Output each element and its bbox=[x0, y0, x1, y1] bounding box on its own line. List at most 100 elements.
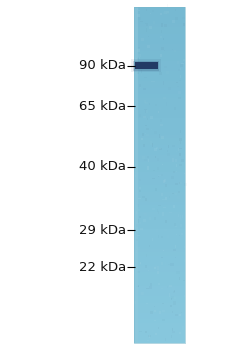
Bar bbox=[175, 183, 178, 185]
Bar bbox=[145, 110, 146, 113]
Bar bbox=[134, 7, 138, 10]
Bar bbox=[154, 148, 157, 151]
Bar bbox=[164, 50, 165, 51]
Bar bbox=[134, 236, 138, 239]
Bar bbox=[138, 54, 141, 57]
Bar bbox=[145, 125, 147, 126]
Bar bbox=[172, 145, 175, 147]
Bar bbox=[137, 209, 140, 211]
Bar bbox=[161, 174, 163, 176]
Bar bbox=[137, 7, 139, 10]
Bar bbox=[134, 296, 138, 299]
Bar bbox=[161, 236, 164, 238]
Bar bbox=[134, 68, 184, 71]
Bar bbox=[137, 247, 140, 250]
Bar bbox=[158, 158, 159, 161]
Bar bbox=[134, 296, 184, 299]
Bar bbox=[160, 63, 162, 67]
Bar bbox=[150, 311, 153, 314]
Bar bbox=[158, 175, 161, 176]
Bar bbox=[175, 193, 177, 195]
Bar bbox=[134, 279, 138, 282]
Bar bbox=[178, 69, 180, 71]
Bar bbox=[139, 216, 141, 218]
Bar bbox=[134, 51, 184, 54]
Bar bbox=[146, 9, 147, 12]
Bar bbox=[133, 61, 159, 71]
Bar bbox=[134, 320, 184, 323]
Bar bbox=[134, 64, 138, 68]
Bar bbox=[139, 84, 142, 87]
Bar bbox=[134, 306, 184, 309]
Bar bbox=[180, 215, 181, 219]
Bar bbox=[134, 256, 184, 259]
Bar bbox=[144, 160, 147, 161]
Bar bbox=[177, 86, 179, 87]
Bar bbox=[160, 119, 162, 122]
Bar bbox=[134, 135, 138, 138]
Bar bbox=[134, 44, 138, 47]
Bar bbox=[134, 219, 138, 222]
Bar bbox=[145, 198, 147, 201]
Bar bbox=[183, 6, 184, 8]
Bar bbox=[138, 66, 140, 69]
Bar bbox=[134, 114, 184, 118]
Bar bbox=[138, 285, 139, 287]
Bar bbox=[149, 26, 152, 29]
Bar bbox=[179, 182, 182, 184]
Bar bbox=[179, 153, 181, 156]
Bar bbox=[179, 314, 181, 316]
Bar bbox=[134, 309, 184, 313]
Bar bbox=[144, 213, 147, 216]
Bar bbox=[138, 47, 140, 48]
Bar bbox=[149, 103, 150, 105]
Bar bbox=[180, 224, 182, 227]
Bar bbox=[137, 14, 140, 18]
Bar bbox=[166, 71, 169, 74]
Bar bbox=[134, 303, 138, 306]
Bar bbox=[157, 271, 159, 274]
Bar bbox=[142, 116, 146, 118]
Text: 40 kDa: 40 kDa bbox=[79, 160, 126, 173]
Bar bbox=[134, 192, 184, 195]
Bar bbox=[134, 269, 184, 272]
Bar bbox=[143, 88, 146, 90]
Bar bbox=[174, 290, 175, 292]
Bar bbox=[159, 107, 161, 110]
Bar bbox=[161, 257, 163, 258]
Bar bbox=[151, 116, 153, 119]
Bar bbox=[134, 195, 184, 198]
Bar bbox=[179, 164, 182, 166]
Bar bbox=[184, 246, 186, 247]
Bar bbox=[155, 265, 157, 268]
Bar bbox=[134, 262, 138, 266]
Bar bbox=[154, 306, 155, 307]
Bar bbox=[184, 173, 187, 174]
Bar bbox=[175, 314, 178, 316]
Bar bbox=[131, 59, 161, 72]
Bar bbox=[134, 229, 138, 232]
Bar bbox=[152, 238, 153, 240]
Bar bbox=[172, 158, 174, 162]
Bar bbox=[179, 148, 182, 149]
Bar bbox=[147, 45, 150, 48]
Bar bbox=[134, 64, 135, 68]
Bar bbox=[134, 61, 138, 64]
Bar bbox=[146, 156, 149, 159]
Bar bbox=[134, 104, 184, 108]
Bar bbox=[149, 245, 150, 247]
Bar bbox=[167, 153, 170, 156]
Bar bbox=[160, 36, 162, 38]
Bar bbox=[183, 62, 184, 63]
Bar bbox=[134, 205, 138, 209]
Bar bbox=[134, 212, 138, 215]
Bar bbox=[172, 328, 173, 331]
Bar bbox=[134, 47, 184, 51]
Bar bbox=[146, 110, 148, 113]
Bar bbox=[182, 17, 185, 19]
Bar bbox=[173, 297, 176, 299]
Bar bbox=[134, 249, 138, 252]
Bar bbox=[139, 331, 142, 332]
Bar bbox=[176, 234, 177, 235]
Bar bbox=[178, 191, 180, 194]
